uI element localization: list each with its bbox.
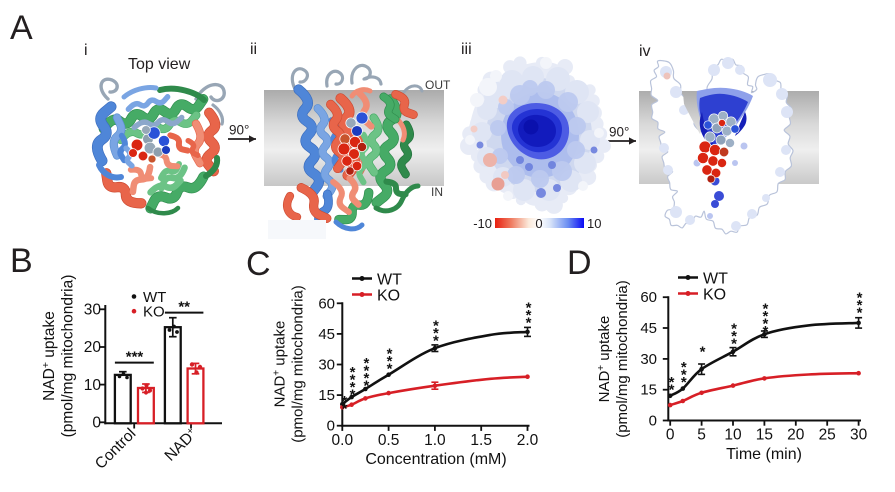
svg-text:*: * <box>526 300 532 317</box>
svg-text:15: 15 <box>756 427 773 444</box>
svg-text:Concentration (mM): Concentration (mM) <box>365 451 506 468</box>
svg-text:30: 30 <box>84 302 102 319</box>
svg-text:Control: Control <box>92 425 139 472</box>
svg-text:*: * <box>681 374 687 391</box>
svg-text:90°: 90° <box>229 123 249 138</box>
svg-text:0.5: 0.5 <box>378 432 400 449</box>
svg-text:2.0: 2.0 <box>517 432 539 449</box>
svg-text:-10: -10 <box>473 216 492 231</box>
svg-text:25: 25 <box>819 427 836 444</box>
svg-text:*: * <box>526 307 532 324</box>
svg-text:*: * <box>731 321 737 338</box>
svg-text:(pmol/mg mitochondria): (pmol/mg mitochondria) <box>60 275 77 438</box>
svg-text:*: * <box>762 323 768 340</box>
svg-text:*: * <box>350 379 356 396</box>
svg-text:*: * <box>857 305 863 322</box>
svg-text:OUT: OUT <box>425 78 451 92</box>
svg-text:KO: KO <box>377 288 400 305</box>
svg-text:60: 60 <box>318 295 335 312</box>
svg-text:0.0: 0.0 <box>332 432 354 449</box>
svg-text:90°: 90° <box>609 125 629 140</box>
svg-text:NAD+ uptake: NAD+ uptake <box>40 311 58 401</box>
svg-text:20: 20 <box>84 339 102 356</box>
svg-text:*: * <box>857 290 863 307</box>
svg-text:*: * <box>363 370 369 387</box>
svg-text:1.0: 1.0 <box>424 432 446 449</box>
svg-text:NAD+: NAD+ <box>162 425 201 464</box>
svg-text:ii: ii <box>250 41 257 58</box>
svg-text:30: 30 <box>640 351 657 368</box>
svg-text:iii: iii <box>461 41 472 58</box>
svg-text:C: C <box>246 245 271 283</box>
svg-text:0: 0 <box>92 415 101 432</box>
svg-text:*: * <box>350 387 356 404</box>
svg-text:60: 60 <box>640 289 657 306</box>
svg-text:20: 20 <box>787 427 805 444</box>
svg-text:0: 0 <box>535 216 542 231</box>
svg-text:*: * <box>762 308 768 325</box>
svg-text:**: ** <box>178 299 190 316</box>
svg-text:*: * <box>433 318 439 335</box>
svg-text:*: * <box>700 344 706 361</box>
svg-text:NAD+ uptake: NAD+ uptake <box>596 316 613 403</box>
svg-text:(pmol/mg mitochondria): (pmol/mg mitochondria) <box>614 280 631 438</box>
svg-text:45: 45 <box>640 320 657 337</box>
svg-text:*: * <box>669 374 675 391</box>
svg-text:15: 15 <box>318 387 335 404</box>
svg-text:D: D <box>567 244 592 282</box>
svg-text:30: 30 <box>318 357 335 374</box>
svg-text:i: i <box>84 42 88 59</box>
svg-text:WT: WT <box>703 271 728 288</box>
svg-text:iv: iv <box>639 43 651 60</box>
svg-text:0: 0 <box>327 418 335 435</box>
svg-text:*: * <box>669 382 675 399</box>
svg-text:*: * <box>433 325 439 342</box>
svg-text:*: * <box>857 297 863 314</box>
svg-text:*: * <box>342 393 348 410</box>
svg-text:Top view: Top view <box>128 56 191 73</box>
svg-text:*: * <box>387 346 393 363</box>
svg-text:(pmol/mg mitochondria): (pmol/mg mitochondria) <box>290 285 307 443</box>
svg-text:10: 10 <box>84 377 102 394</box>
svg-text:***: *** <box>126 349 144 366</box>
svg-text:10: 10 <box>724 427 742 444</box>
svg-text:*: * <box>433 333 439 350</box>
svg-text:*: * <box>350 364 356 381</box>
svg-text:NAD+ uptake: NAD+ uptake <box>272 321 289 408</box>
svg-text:*: * <box>681 359 687 376</box>
svg-text:*: * <box>342 401 348 418</box>
svg-text:B: B <box>10 242 33 280</box>
svg-text:15: 15 <box>640 382 657 399</box>
svg-text:WT: WT <box>377 272 402 289</box>
svg-text:A: A <box>10 9 33 47</box>
svg-text:5: 5 <box>697 427 706 444</box>
svg-text:*: * <box>387 361 393 378</box>
svg-text:0: 0 <box>649 413 657 430</box>
svg-text:10: 10 <box>587 216 601 231</box>
svg-text:*: * <box>731 328 737 345</box>
svg-text:WT: WT <box>143 289 166 306</box>
svg-text:*: * <box>731 336 737 353</box>
svg-text:*: * <box>387 353 393 370</box>
svg-text:KO: KO <box>703 287 726 304</box>
svg-text:Time (min): Time (min) <box>726 446 802 463</box>
svg-text:0: 0 <box>666 427 675 444</box>
svg-text:*: * <box>363 355 369 372</box>
svg-text:IN: IN <box>431 185 443 199</box>
svg-text:30: 30 <box>850 427 868 444</box>
svg-text:KO: KO <box>143 304 165 321</box>
svg-text:*: * <box>350 372 356 389</box>
svg-text:*: * <box>363 378 369 395</box>
svg-text:*: * <box>526 315 532 332</box>
svg-text:45: 45 <box>318 326 335 343</box>
svg-text:*: * <box>762 301 768 318</box>
svg-text:*: * <box>681 367 687 384</box>
svg-text:*: * <box>363 363 369 380</box>
svg-text:*: * <box>762 316 768 333</box>
svg-text:1.5: 1.5 <box>470 432 492 449</box>
